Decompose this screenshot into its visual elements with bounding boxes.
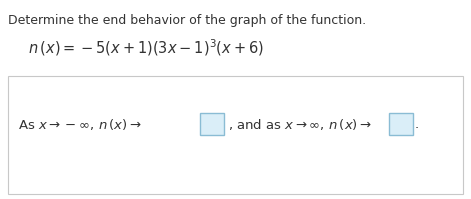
- Text: As $x\rightarrow -\infty$, $n\,(x)\rightarrow$: As $x\rightarrow -\infty$, $n\,(x)\right…: [18, 116, 142, 132]
- Text: Determine the end behavior of the graph of the function.: Determine the end behavior of the graph …: [8, 14, 366, 27]
- FancyBboxPatch shape: [200, 113, 224, 135]
- Text: .: .: [415, 117, 419, 131]
- FancyBboxPatch shape: [389, 113, 413, 135]
- Text: , and as $x\rightarrow \infty$, $n\,(x)\rightarrow$: , and as $x\rightarrow \infty$, $n\,(x)\…: [228, 116, 372, 132]
- Text: $n\,(x) = -5(x+1)(3x-1)^3(x+6)$: $n\,(x) = -5(x+1)(3x-1)^3(x+6)$: [28, 37, 264, 58]
- FancyBboxPatch shape: [8, 76, 463, 194]
